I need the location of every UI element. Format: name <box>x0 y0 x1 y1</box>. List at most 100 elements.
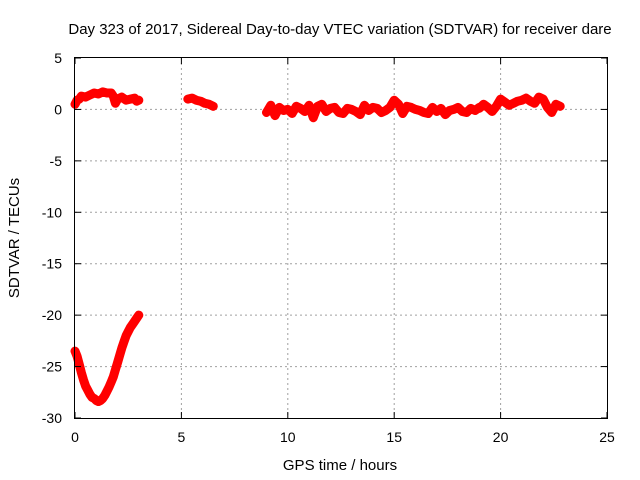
data-point <box>75 360 84 369</box>
data-point <box>134 96 143 105</box>
y-tick-label: -25 <box>42 359 62 375</box>
data-point <box>517 96 526 105</box>
data-point <box>530 99 539 108</box>
data-point <box>415 106 424 115</box>
data-point <box>83 386 92 395</box>
axis-ticks: 0 5 10 15 20 25 5 0 -5 -10 -15 -20 -25 -30 <box>42 50 615 445</box>
data-point <box>547 108 556 117</box>
y-tick-label: -20 <box>42 307 62 323</box>
data-point <box>126 95 135 104</box>
data-point <box>79 375 88 384</box>
data-point <box>449 105 458 114</box>
data-point <box>330 103 339 112</box>
data-series <box>70 87 565 406</box>
data-point <box>196 97 205 106</box>
data-point <box>300 107 309 116</box>
data-point <box>347 105 356 114</box>
data-point <box>266 101 275 110</box>
data-point <box>390 96 399 105</box>
data-point <box>188 94 197 103</box>
data-point <box>334 108 343 117</box>
data-point <box>385 103 394 112</box>
data-point <box>262 108 271 117</box>
data-point <box>317 100 326 109</box>
data-point <box>271 111 280 120</box>
data-point <box>398 109 407 118</box>
data-point <box>183 95 192 104</box>
data-point <box>445 106 454 115</box>
series-arc-3 <box>262 95 484 123</box>
data-point <box>279 106 288 115</box>
data-point <box>119 337 128 346</box>
data-point <box>368 103 377 112</box>
data-point <box>513 97 522 106</box>
data-point <box>437 104 446 113</box>
y-tick-label: -10 <box>42 204 62 220</box>
data-point <box>305 101 314 110</box>
data-point <box>419 108 428 117</box>
data-point <box>402 102 411 111</box>
data-point <box>81 382 90 391</box>
data-point <box>109 372 118 381</box>
y-tick-label: 0 <box>54 101 62 117</box>
data-point <box>122 331 131 340</box>
data-point <box>483 103 492 112</box>
data-point <box>351 107 360 116</box>
data-point <box>466 104 475 113</box>
data-point <box>322 107 331 116</box>
data-point <box>326 104 335 113</box>
data-point <box>200 99 209 108</box>
y-tick-label: -15 <box>42 256 62 272</box>
data-point <box>288 109 297 118</box>
data-point <box>505 101 514 110</box>
data-point <box>107 378 116 386</box>
x-tick-label: 10 <box>280 429 296 445</box>
data-point <box>424 109 433 118</box>
x-tick-label: 20 <box>493 429 509 445</box>
data-point <box>556 102 565 111</box>
y-tick-label: -5 <box>50 153 63 169</box>
data-point <box>364 106 373 115</box>
data-point <box>496 95 505 104</box>
data-point <box>205 100 214 109</box>
y-tick-label: 5 <box>54 50 62 66</box>
data-point <box>113 95 122 104</box>
data-point <box>85 91 94 100</box>
data-point <box>292 102 301 111</box>
data-point <box>209 102 218 111</box>
data-point <box>381 106 390 115</box>
data-point <box>100 391 109 400</box>
data-point <box>81 93 90 102</box>
data-point <box>428 103 437 112</box>
data-point <box>479 100 488 109</box>
data-point <box>122 96 131 105</box>
data-point <box>551 100 560 109</box>
data-point <box>77 92 86 101</box>
data-point <box>522 94 531 103</box>
data-point <box>492 102 501 111</box>
data-point <box>462 108 471 117</box>
data-point <box>411 105 420 114</box>
data-point <box>475 104 484 113</box>
data-point <box>117 93 126 102</box>
data-point <box>539 95 548 104</box>
data-point <box>543 103 552 112</box>
data-point <box>283 105 292 114</box>
data-point <box>77 368 86 377</box>
data-point <box>90 88 99 97</box>
data-point <box>488 107 497 116</box>
data-point <box>454 103 463 112</box>
data-point <box>105 383 114 392</box>
data-point <box>432 107 441 116</box>
data-point <box>309 113 318 122</box>
data-point <box>113 358 122 367</box>
data-point <box>458 107 467 116</box>
data-point <box>509 99 518 108</box>
data-point <box>275 103 284 112</box>
series-arc-4 <box>474 92 565 117</box>
data-point <box>377 108 386 117</box>
data-point <box>356 110 365 119</box>
